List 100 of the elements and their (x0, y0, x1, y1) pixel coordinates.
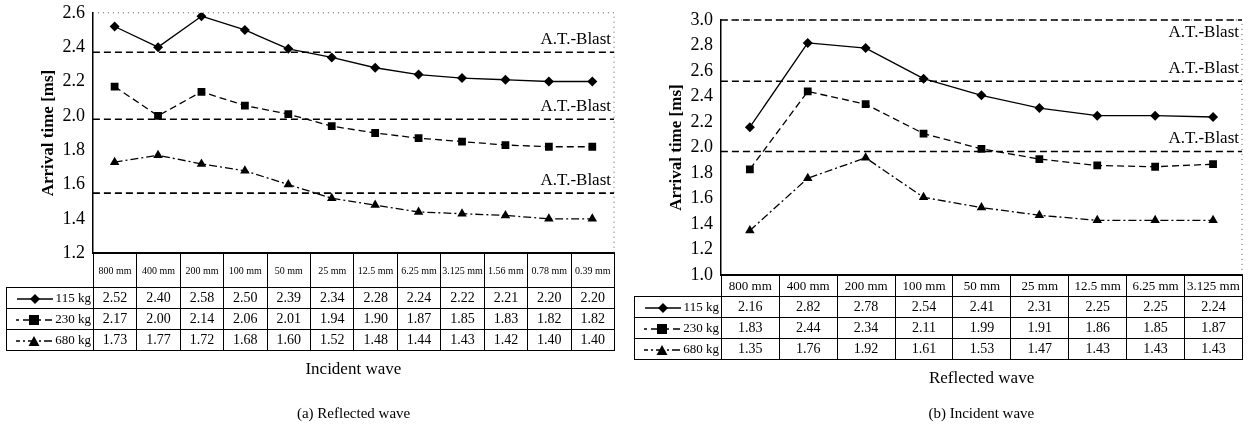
x-tick-label: 0.78 mm (527, 253, 572, 288)
data-label: 1.60 (267, 329, 311, 351)
data-label: 1.92 (837, 338, 896, 360)
x-tick-label: 200 mm (837, 275, 896, 297)
x-axis-title: Reflected wave (928, 368, 1035, 389)
data-label: 1.40 (571, 329, 615, 351)
data-label: 1.83 (721, 317, 780, 339)
data-label: 1.43 (1068, 338, 1127, 360)
data-label: 1.43 (1184, 338, 1243, 360)
x-tick-label: 400 mm (779, 275, 838, 297)
ref-line-label: A.T.-Blast (1168, 21, 1240, 41)
data-label: 2.50 (223, 287, 268, 309)
data-label: 2.25 (1126, 296, 1185, 318)
legend-label: 680 kg (634, 338, 722, 360)
data-label: 2.82 (779, 296, 838, 318)
data-label: 1.94 (310, 308, 354, 330)
data-label: 2.39 (267, 287, 311, 309)
y-tick-label: 1.2 (62, 241, 85, 262)
x-axis-title: Incident wave (305, 359, 402, 380)
y-axis-title: Arrival time [ms] (37, 69, 57, 197)
x-tick-label: 25 mm (1010, 275, 1069, 297)
data-label: 1.82 (571, 308, 615, 330)
data-label: 2.25 (1068, 296, 1127, 318)
data-label: 2.40 (136, 287, 181, 309)
y-tick-label: 2.0 (690, 136, 713, 157)
data-label: 2.01 (267, 308, 311, 330)
data-label: 1.87 (397, 308, 441, 330)
data-label: 2.78 (837, 296, 896, 318)
data-label: 2.11 (895, 317, 953, 339)
y-tick-label: 1.8 (62, 138, 85, 159)
data-label: 1.43 (1126, 338, 1185, 360)
y-tick-label: 1.8 (690, 161, 713, 182)
legend-label: 230 kg (6, 308, 94, 330)
legend-label: 115 kg (6, 287, 94, 309)
x-tick-label: 50 mm (952, 275, 1011, 297)
y-tick-label: 2.2 (62, 70, 85, 91)
y-tick-label: 2.8 (690, 34, 713, 55)
y-tick-label: 1.6 (690, 187, 713, 208)
data-label: 1.52 (310, 329, 354, 351)
data-label: 2.34 (837, 317, 896, 339)
legend-label: 680 kg (6, 329, 94, 351)
data-label: 1.53 (952, 338, 1011, 360)
data-label: 1.40 (527, 329, 572, 351)
data-label: 2.58 (180, 287, 224, 309)
data-label: 2.41 (952, 296, 1011, 318)
legend-label: 115 kg (634, 296, 722, 318)
ref-line-label: A.T.-Blast (1168, 128, 1240, 148)
data-label: 1.86 (1068, 317, 1127, 339)
x-tick-label: 6.25 mm (1126, 275, 1185, 297)
y-tick-label: 3.0 (690, 8, 713, 29)
y-tick-label: 2.0 (62, 104, 85, 125)
ref-line-label: A.T.-Blast (540, 96, 612, 116)
data-label: 2.31 (1010, 296, 1069, 318)
data-label: 2.24 (397, 287, 441, 309)
ref-line-label: A.T.-Blast (540, 29, 612, 49)
data-label: 1.47 (1010, 338, 1069, 360)
y-tick-label: 2.4 (690, 85, 713, 106)
x-tick-label: 12.5 mm (353, 253, 398, 288)
data-label: 1.82 (527, 308, 572, 330)
x-tick-label: 800 mm (93, 253, 137, 288)
data-label: 2.14 (180, 308, 224, 330)
legend-label: 230 kg (634, 317, 722, 339)
data-label: 1.87 (1184, 317, 1243, 339)
data-label: 2.06 (223, 308, 268, 330)
y-axis-title: Arrival time [ms] (665, 84, 685, 211)
data-label: 2.44 (779, 317, 838, 339)
y-tick-label: 1.6 (62, 173, 85, 194)
x-tick-label: 25 mm (310, 253, 354, 288)
data-label: 1.73 (93, 329, 137, 351)
x-tick-label: 50 mm (267, 253, 311, 288)
data-label: 1.90 (353, 308, 398, 330)
data-label: 1.61 (895, 338, 953, 360)
data-label: 1.85 (1126, 317, 1185, 339)
data-label: 1.35 (721, 338, 780, 360)
data-label: 2.00 (136, 308, 181, 330)
data-label: 1.48 (353, 329, 398, 351)
data-label: 2.28 (353, 287, 398, 309)
x-tick-label: 6.25 mm (397, 253, 441, 288)
y-tick-label: 2.4 (62, 35, 85, 56)
x-tick-label: 100 mm (895, 275, 953, 297)
data-label: 1.72 (180, 329, 224, 351)
data-label: 1.99 (952, 317, 1011, 339)
data-label: 2.16 (721, 296, 780, 318)
ref-line-label: A.T.-Blast (540, 170, 612, 190)
x-tick-label: 3.125 mm (1184, 275, 1243, 297)
x-tick-label: 0.39 mm (571, 253, 615, 288)
text: (b) Incident wave (928, 405, 1035, 422)
x-tick-label: 800 mm (721, 275, 780, 297)
data-label: 1.76 (779, 338, 838, 360)
data-label: 2.52 (93, 287, 137, 309)
data-label: 1.85 (440, 308, 485, 330)
data-label: 2.22 (440, 287, 485, 309)
y-tick-label: 2.2 (690, 110, 713, 131)
y-tick-label: 1.4 (690, 212, 713, 233)
x-tick-label: 1.56 mm (484, 253, 528, 288)
y-tick-label: 2.6 (62, 1, 85, 22)
x-tick-label: 200 mm (180, 253, 224, 288)
data-label: 1.83 (484, 308, 528, 330)
data-label: 2.34 (310, 287, 354, 309)
y-tick-label: 1.0 (690, 263, 713, 284)
